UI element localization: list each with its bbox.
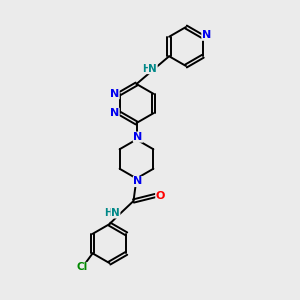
- Text: N: N: [110, 108, 119, 118]
- Text: N: N: [148, 64, 157, 74]
- Text: N: N: [111, 208, 120, 218]
- Text: N: N: [134, 132, 142, 142]
- Text: N: N: [202, 30, 211, 40]
- Text: H: H: [104, 208, 112, 218]
- Text: N: N: [110, 89, 119, 99]
- Text: O: O: [156, 190, 165, 201]
- Text: Cl: Cl: [76, 262, 88, 272]
- Text: H: H: [142, 64, 150, 74]
- Text: N: N: [134, 176, 142, 187]
